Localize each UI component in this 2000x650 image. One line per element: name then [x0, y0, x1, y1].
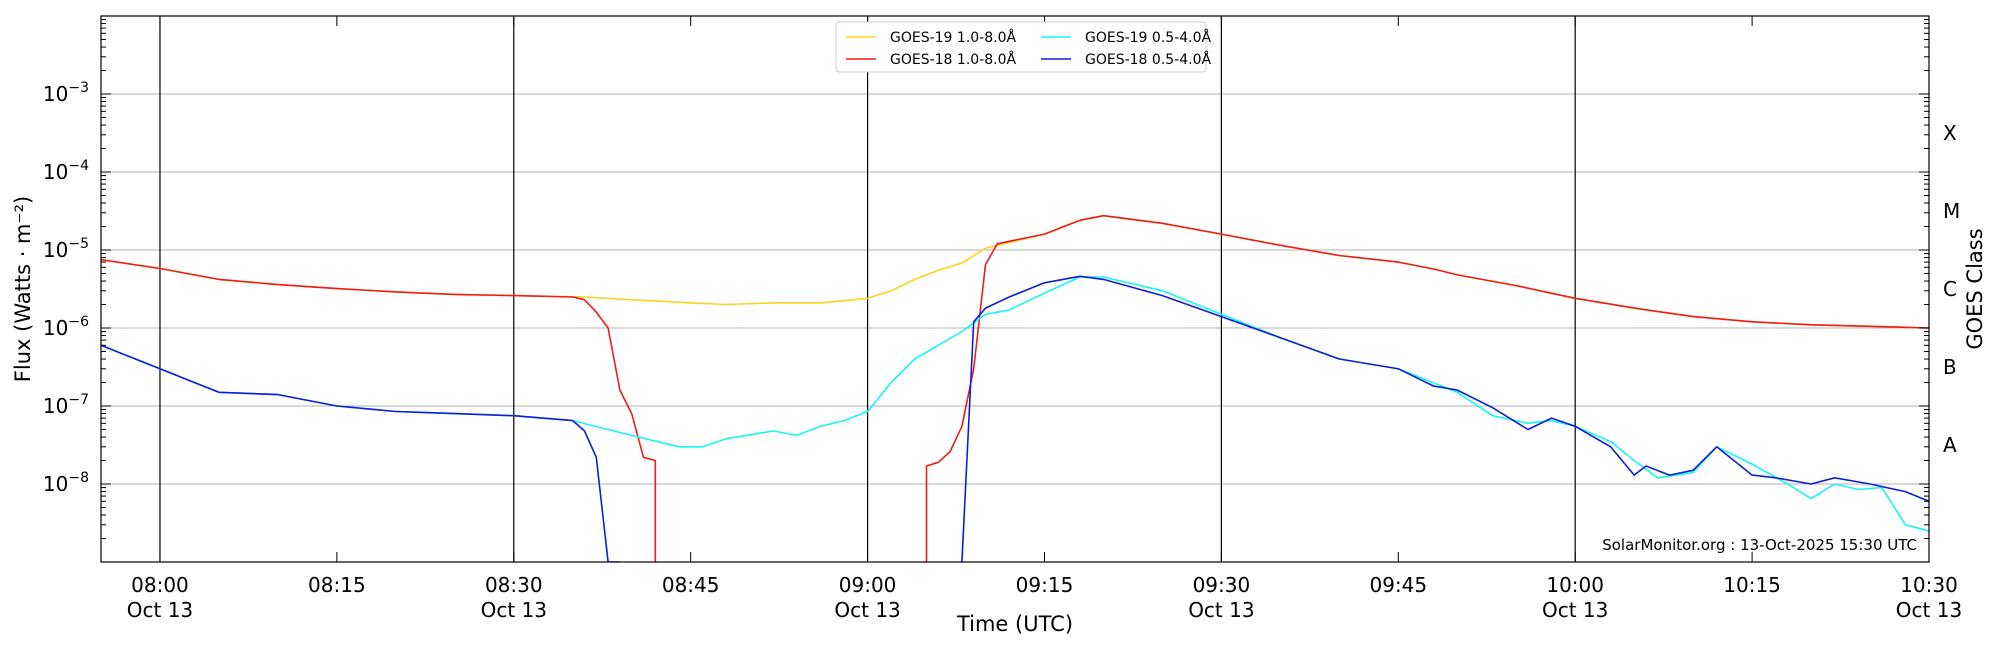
y-axis-label: Flux (Watts · m⁻²): [11, 196, 35, 382]
day-lines-layer: [159, 16, 1576, 562]
x-tick-date-label: Oct 13: [1542, 598, 1608, 622]
x-tick-label: 10:15: [1723, 573, 1781, 597]
x-tick-date-label: Oct 13: [481, 598, 547, 622]
x-tick-date-label: Oct 13: [834, 598, 900, 622]
series-line-2: [101, 214, 1929, 562]
legend: GOES-19 1.0-8.0Å GOES-18 1.0-8.0Å GOES-19 …: [835, 21, 1211, 73]
goes-class-axis-label: GOES Class: [1963, 228, 1987, 349]
x-tick-label: 08:00: [131, 573, 189, 597]
credit-text: SolarMonitor.org : 13-Oct-2025 15:30 UTC: [1602, 536, 1917, 554]
ticks-layer: [101, 16, 1930, 563]
goes-class-label: B: [1943, 355, 1957, 379]
goes-class-label: C: [1943, 277, 1957, 301]
x-tick-date-label: Oct 13: [1188, 598, 1254, 622]
x-tick-label: 09:30: [1193, 573, 1251, 597]
x-tick-label: 10:30: [1900, 573, 1958, 597]
grid-layer: [101, 93, 1929, 563]
x-axis-label: Time (UTC): [956, 612, 1073, 636]
goes-class-label: A: [1943, 433, 1957, 457]
series-line-3: [101, 276, 1929, 532]
legend-entry: GOES-19 0.5-4.0Å: [1085, 29, 1211, 46]
x-tick-date-label: Oct 13: [127, 598, 193, 622]
x-tick-label: 08:45: [662, 573, 720, 597]
goes-class-label: X: [1943, 121, 1957, 145]
y-tick-label: 10−4: [43, 158, 89, 184]
legend-box: [835, 21, 1207, 73]
series-line-4: [101, 275, 1929, 562]
series-layer: [101, 214, 1929, 562]
x-tick-label: 08:30: [485, 573, 543, 597]
x-tick-date-label: Oct 13: [1896, 598, 1962, 622]
goes-class-label: M: [1943, 199, 1960, 223]
x-tick-label: 09:45: [1369, 573, 1427, 597]
y-tick-label: 10−3: [43, 80, 89, 106]
legend-entry: GOES-18 1.0-8.0Å: [890, 51, 1016, 68]
x-tick-label: 09:00: [839, 573, 897, 597]
y-tick-label: 10−8: [43, 470, 89, 496]
x-tick-label: 09:15: [1016, 573, 1074, 597]
y-tick-label: 10−6: [43, 314, 89, 340]
legend-entry: GOES-18 0.5-4.0Å: [1085, 51, 1211, 68]
x-tick-label: 08:15: [308, 573, 366, 597]
plot-frame: [100, 15, 1930, 563]
y-tick-label: 10−7: [43, 392, 89, 418]
y-tick-label: 10−5: [43, 236, 89, 262]
legend-entry: GOES-19 1.0-8.0Å: [890, 29, 1016, 46]
x-tick-label: 10:00: [1546, 573, 1604, 597]
